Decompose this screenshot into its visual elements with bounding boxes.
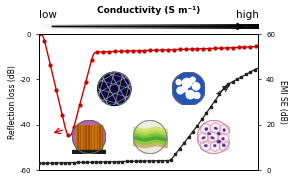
- Bar: [76, 125, 78, 153]
- Ellipse shape: [214, 145, 216, 146]
- Circle shape: [98, 72, 131, 105]
- Ellipse shape: [217, 141, 220, 143]
- Bar: [99, 125, 100, 153]
- Ellipse shape: [208, 133, 210, 135]
- Circle shape: [197, 120, 230, 154]
- Bar: [95, 125, 97, 153]
- Circle shape: [133, 120, 167, 154]
- Bar: [101, 125, 102, 153]
- Circle shape: [181, 86, 187, 92]
- Ellipse shape: [222, 138, 224, 139]
- Circle shape: [72, 120, 106, 154]
- Bar: [84, 125, 86, 153]
- Circle shape: [194, 92, 200, 98]
- Ellipse shape: [211, 137, 214, 139]
- Bar: [90, 125, 91, 153]
- Bar: [92, 125, 94, 153]
- Text: low: low: [39, 10, 56, 20]
- Text: Conductivity (S m⁻¹): Conductivity (S m⁻¹): [97, 6, 200, 15]
- Text: high: high: [236, 10, 258, 20]
- Circle shape: [176, 80, 181, 85]
- Bar: [77, 125, 78, 153]
- Bar: [78, 125, 80, 153]
- Ellipse shape: [205, 145, 207, 146]
- Y-axis label: Reflection loss (dB): Reflection loss (dB): [8, 65, 17, 139]
- Circle shape: [186, 91, 195, 99]
- Bar: [72, 150, 106, 153]
- Circle shape: [182, 78, 192, 88]
- Ellipse shape: [214, 128, 217, 129]
- Bar: [88, 125, 89, 153]
- Y-axis label: EMI SE (dB): EMI SE (dB): [278, 80, 287, 124]
- Ellipse shape: [205, 128, 208, 130]
- Circle shape: [177, 87, 184, 94]
- Ellipse shape: [202, 137, 205, 139]
- Ellipse shape: [223, 129, 225, 131]
- Bar: [87, 125, 89, 153]
- Bar: [81, 125, 83, 153]
- Ellipse shape: [223, 144, 225, 146]
- Ellipse shape: [218, 133, 220, 135]
- Circle shape: [192, 83, 200, 90]
- Bar: [98, 125, 100, 153]
- Circle shape: [190, 77, 195, 82]
- Circle shape: [172, 72, 205, 105]
